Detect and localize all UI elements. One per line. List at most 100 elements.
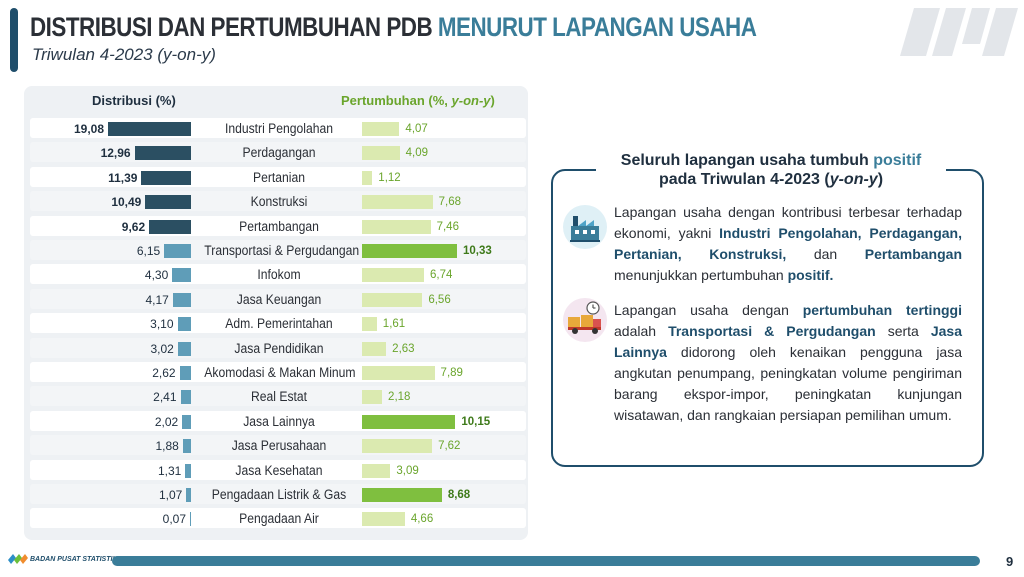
distribution-bar xyxy=(172,292,191,307)
sector-label: Jasa Keuangan xyxy=(236,291,322,307)
delivery-truck-icon xyxy=(563,298,607,342)
growth-value-label: 4,07 xyxy=(405,123,428,135)
growth-bar xyxy=(362,463,391,478)
distribution-value-label: 2,02 xyxy=(154,414,179,429)
footer-org-name: BADAN PUSAT STATISTIK xyxy=(30,556,118,563)
p2-highlight-2: Transportasi & Pergudangan xyxy=(668,323,876,339)
sector-label: Jasa Perusahaan xyxy=(231,438,327,454)
distribution-bar xyxy=(149,219,191,234)
distribution-bar xyxy=(182,439,191,454)
growth-header: Pertumbuhan (%, y-on-y) xyxy=(341,93,495,108)
title-part-1: DISTRIBUSI DAN PERTUMBUHAN PDB xyxy=(30,12,433,42)
info-paragraph-1: Lapangan usaha dengan kontribusi terbesa… xyxy=(614,202,962,286)
distribution-value-label: 1,31 xyxy=(157,463,182,478)
sector-label: Jasa Kesehatan xyxy=(235,462,323,478)
growth-value-label: 1,12 xyxy=(378,171,401,184)
p2-text-1: Lapangan usaha dengan xyxy=(614,302,803,318)
growth-value-label: 6,56 xyxy=(428,293,451,306)
page-subtitle: Triwulan 4-2023 (y-on-y) xyxy=(32,45,216,64)
p1-text-2: dan xyxy=(786,246,865,262)
growth-bar xyxy=(362,366,435,380)
growth-value-label: 10,15 xyxy=(461,415,491,428)
growth-bar xyxy=(362,244,457,258)
p2-text-4: didorong oleh kenaikan pengguna jasa ang… xyxy=(614,344,962,423)
distribution-value-label: 19,08 xyxy=(73,122,104,136)
distribution-value-label: 1,07 xyxy=(158,488,183,502)
table-row xyxy=(30,386,526,407)
sector-label: Pertambangan xyxy=(239,218,319,234)
growth-header-main: Pertumbuhan (%, xyxy=(341,93,452,108)
distribution-value-label: 2,41 xyxy=(153,390,177,405)
distribution-bar xyxy=(134,146,191,161)
p2-highlight-1: pertumbuhan tertinggi xyxy=(802,302,962,318)
growth-bar xyxy=(362,219,431,234)
distribution-value-label: 1,88 xyxy=(155,439,179,454)
sector-label: Pengadaan Listrik & Gas xyxy=(211,487,347,502)
growth-bar xyxy=(362,292,423,307)
sector-label: Pengadaan Air xyxy=(239,511,319,527)
growth-value-label: 4,66 xyxy=(410,513,434,526)
info-title-line-2: pada Triwulan 4-2023 (y-on-y) xyxy=(596,170,946,189)
growth-value-label: 7,89 xyxy=(440,367,463,379)
info-title-close: ) xyxy=(877,171,884,188)
growth-bar xyxy=(362,146,400,161)
p1-highlight-3: positif. xyxy=(787,267,834,283)
sector-label: Jasa Lainnya xyxy=(243,413,315,429)
distribution-bar xyxy=(145,195,191,210)
header-accent-bar xyxy=(10,8,18,72)
p1-text-3: menunjukkan pertumbuhan xyxy=(614,267,788,283)
info-title-text-b: pada Triwulan 4-2023 ( xyxy=(658,171,830,188)
distribution-bar xyxy=(172,268,191,283)
distribution-value-label: 12,96 xyxy=(100,146,131,161)
p2-text-2: adalah xyxy=(614,323,669,339)
bps-stripes-logo-icon xyxy=(900,8,1018,56)
table-row xyxy=(30,313,526,334)
p1-highlight-2: Pertambangan xyxy=(864,246,962,262)
factory-icon xyxy=(563,205,607,249)
growth-bar xyxy=(362,122,400,136)
growth-value-label: 7,62 xyxy=(438,440,461,453)
table-row xyxy=(30,459,526,480)
sector-label: Konstruksi xyxy=(250,194,308,210)
growth-bar xyxy=(362,439,433,454)
distribution-value-label: 4,17 xyxy=(145,292,169,307)
distribution-bar xyxy=(179,366,191,380)
page-number: 9 xyxy=(1006,554,1014,569)
p1-highlight-1: Industri Pengolahan, Perdagangan, Pertan… xyxy=(614,225,962,262)
sector-label: Infokom xyxy=(257,267,301,283)
growth-value-label: 10,33 xyxy=(463,245,492,257)
growth-value-label: 2,18 xyxy=(388,391,411,404)
distribution-value-label: 2,62 xyxy=(152,366,176,380)
growth-value-label: 1,61 xyxy=(382,318,406,331)
growth-value-label: 8,68 xyxy=(447,489,471,501)
p2-highlight-3: Jasa Lainnya xyxy=(614,323,962,360)
growth-bar xyxy=(362,512,405,527)
distribution-value-label: 4,30 xyxy=(144,268,169,283)
distribution-value-label: 0,07 xyxy=(162,512,186,527)
info-title-positif: positif xyxy=(873,152,922,169)
sector-label: Adm. Pemerintahan xyxy=(225,316,333,332)
sector-label: Pertanian xyxy=(252,169,306,185)
growth-header-yoy: y-on-y xyxy=(451,93,491,108)
info-title-yoy: y-on-y xyxy=(829,171,878,188)
distribution-value-label: 3,02 xyxy=(150,341,174,356)
growth-bar xyxy=(362,268,424,283)
distribution-header: Distribusi (%) xyxy=(92,93,176,108)
growth-bar xyxy=(362,195,433,210)
distribution-bar xyxy=(108,122,191,136)
distribution-value-label: 11,39 xyxy=(108,170,138,185)
growth-bar xyxy=(362,390,383,405)
distribution-bar xyxy=(180,390,191,405)
sector-label: Industri Pengolahan xyxy=(224,121,334,136)
info-title-line-1: Seluruh lapangan usaha tumbuh positif xyxy=(596,151,946,170)
distribution-bar xyxy=(141,170,191,185)
distribution-bar xyxy=(190,512,191,527)
page-title: DISTRIBUSI DAN PERTUMBUHAN PDB MENURUT L… xyxy=(30,12,757,43)
info-box xyxy=(551,169,984,467)
info-title-text-a: Seluruh lapangan usaha tumbuh xyxy=(620,152,874,169)
growth-bar xyxy=(362,414,456,429)
sector-label: Jasa Pendidikan xyxy=(234,340,324,356)
distribution-bar xyxy=(177,317,191,332)
distribution-bar xyxy=(185,463,191,478)
distribution-bar xyxy=(164,244,191,258)
